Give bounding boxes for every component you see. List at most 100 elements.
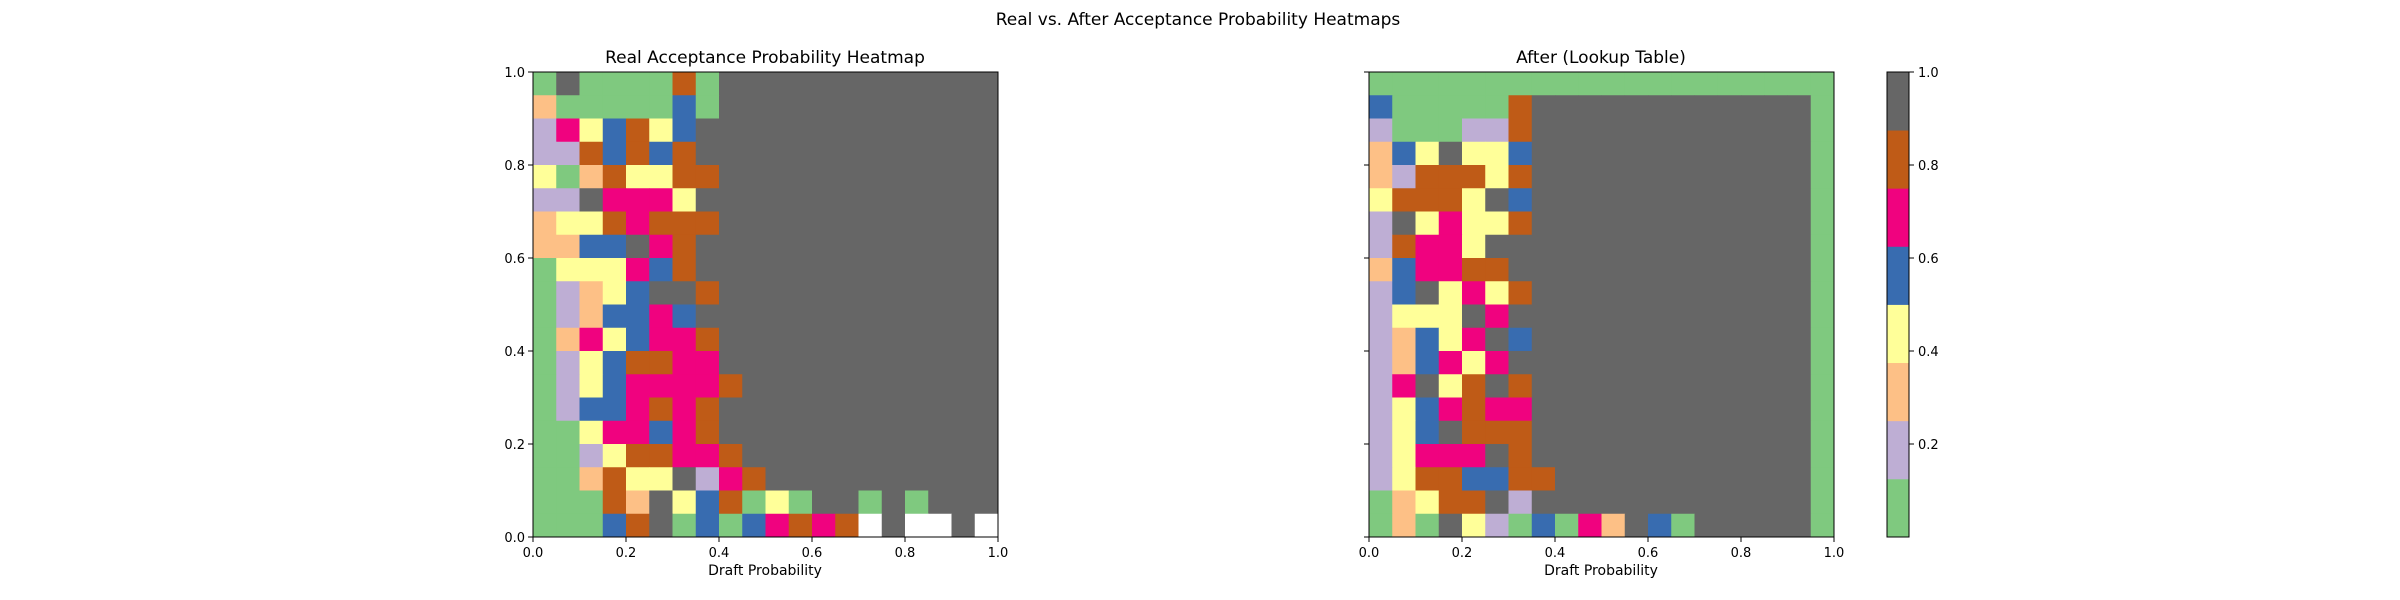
heatmap-cell (579, 513, 604, 538)
heatmap-cell (602, 490, 627, 515)
heatmap-cell (1508, 467, 1533, 491)
heatmap-cell (1369, 281, 1393, 305)
heatmap-cell (765, 211, 790, 236)
heatmap-cell (1438, 467, 1463, 491)
heatmap-cell (602, 467, 627, 491)
heatmap-cell (533, 513, 557, 538)
heatmap-cell (533, 304, 557, 329)
heatmap-cell (742, 513, 766, 538)
heatmap-cell (1485, 467, 1509, 491)
heatmap-cell (974, 141, 999, 166)
heatmap-cell (1764, 467, 1788, 491)
heatmap-cell (1508, 351, 1533, 375)
heatmap-cell (835, 304, 859, 329)
heatmap-cell (1369, 304, 1393, 329)
colorbar-segment (1887, 72, 1909, 131)
heatmap-cell (881, 95, 906, 119)
heatmap-cell (579, 374, 604, 398)
heatmap-cell (1648, 118, 1672, 143)
heatmap-cell (1485, 374, 1509, 398)
heatmap-cell (626, 72, 650, 96)
heatmap-cell (1787, 165, 1812, 189)
heatmap-cell (1694, 234, 1719, 259)
heatmap-cell (1578, 397, 1602, 422)
heatmap-cell (835, 467, 859, 491)
heatmap-cell (1462, 72, 1486, 96)
heatmap-cell (533, 211, 557, 236)
heatmap-cell (533, 234, 557, 259)
heatmap-cell (649, 234, 673, 259)
heatmap-cell (1671, 444, 1695, 468)
heatmap-cell (742, 467, 766, 491)
heatmap-cell (951, 374, 976, 398)
heatmap-real-panel: Real Acceptance Probability Heatmap Draf… (504, 48, 1008, 579)
heatmap-cell (835, 165, 859, 189)
heatmap-cell (765, 141, 790, 166)
heatmap-cell (928, 95, 952, 119)
heatmap-cell (1741, 165, 1765, 189)
heatmap-cell (649, 444, 673, 468)
heatmap-cell (695, 467, 720, 491)
heatmap-cell (1694, 467, 1719, 491)
heatmap-cell (765, 258, 790, 282)
heatmap-cell (1508, 513, 1533, 538)
heatmap-cell (1578, 141, 1602, 166)
heatmap-cell (1508, 281, 1533, 305)
heatmap-cell (1694, 327, 1719, 352)
heatmap-cell (1694, 141, 1719, 166)
heatmap-cell (1415, 467, 1440, 491)
heatmap-real-title: Real Acceptance Probability Heatmap (605, 48, 925, 68)
heatmap-cell (602, 513, 627, 538)
heatmap-cell (556, 467, 580, 491)
plot-frame (1368, 71, 1835, 538)
heatmap-cell (1578, 118, 1602, 143)
heatmap-cell (533, 490, 557, 515)
heatmap-cell (672, 165, 697, 189)
heatmap-cell (1578, 95, 1602, 119)
heatmap-cell (556, 118, 580, 143)
heatmap-cell (1671, 141, 1695, 166)
heatmap-cell (556, 211, 580, 236)
heatmap-cell (881, 351, 906, 375)
heatmap-cell (1531, 467, 1556, 491)
heatmap-cell (1787, 444, 1812, 468)
heatmap-cell (579, 281, 604, 305)
heatmap-cell (1508, 397, 1533, 422)
heatmap-cell (742, 374, 766, 398)
heatmap-cell (649, 211, 673, 236)
x-tick-label: 0.0 (523, 546, 544, 561)
heatmap-cell (602, 397, 627, 422)
heatmap-cell (951, 304, 976, 329)
heatmap-cell (835, 420, 859, 445)
heatmap-cell (1438, 95, 1463, 119)
heatmap-cell (1741, 281, 1765, 305)
colorbar-tick-label: 0.8 (1918, 159, 1939, 174)
heatmap-cell (626, 420, 650, 445)
heatmap-cell (1508, 304, 1533, 329)
heatmap-cell (1415, 327, 1440, 352)
heatmap-cell (951, 234, 976, 259)
heatmap-cell (1624, 467, 1649, 491)
heatmap-cell (579, 95, 604, 119)
heatmap-cell (1717, 327, 1742, 352)
heatmap-cell (788, 304, 813, 329)
heatmap-cell (1531, 444, 1556, 468)
heatmap-cell (672, 72, 697, 96)
heatmap-cell (1531, 258, 1556, 282)
heatmap-cell (602, 444, 627, 468)
heatmap-cell (788, 95, 813, 119)
heatmap-cell (1438, 141, 1463, 166)
heatmap-cell (788, 141, 813, 166)
colorbar: 0.2 0.4 0.6 0.8 1.0 (1886, 66, 1939, 538)
heatmap-cell (1810, 95, 1835, 119)
heatmap-cell (649, 374, 673, 398)
heatmap-cell (1392, 258, 1416, 282)
heatmap-cell (602, 327, 627, 352)
heatmap-cell (1531, 141, 1556, 166)
heatmap-cell (1648, 513, 1672, 538)
heatmap-cell (1741, 420, 1765, 445)
heatmap-cell (1462, 351, 1486, 375)
heatmap-cell (626, 374, 650, 398)
heatmap-cell (1601, 281, 1626, 305)
heatmap-cell (905, 165, 929, 189)
